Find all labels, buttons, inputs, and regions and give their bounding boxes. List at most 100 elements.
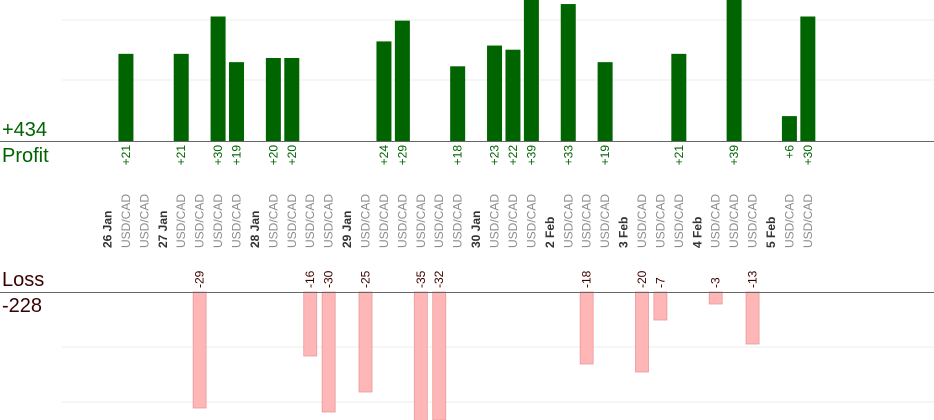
profit-value-label: +21 <box>174 145 188 166</box>
profit-value-label: +33 <box>561 145 575 166</box>
loss-bar <box>303 291 318 357</box>
pair-tick-label: USD/CAD <box>580 194 594 248</box>
pair-tick-label: USD/CAD <box>598 194 612 248</box>
profit-bar <box>597 62 613 141</box>
loss-label: Loss <box>2 269 45 291</box>
pair-tick-label: USD/CAD <box>137 194 151 248</box>
profit-value-label: +30 <box>211 145 225 166</box>
profit-value-label: +21 <box>672 145 686 166</box>
date-tick-label: 29 Jan <box>340 211 354 248</box>
pair-tick-label: USD/CAD <box>322 194 336 248</box>
profit-bar <box>394 20 410 141</box>
profit-bar <box>229 62 245 141</box>
profit-value-label: +19 <box>230 145 244 166</box>
pair-tick-label: USD/CAD <box>211 194 225 248</box>
loss-value-label: -30 <box>322 270 336 288</box>
pair-tick-label: USD/CAD <box>672 194 686 248</box>
loss-bar <box>413 291 428 420</box>
profit-bar <box>450 66 466 141</box>
pair-tick-label: USD/CAD <box>709 194 723 248</box>
loss-value-label: -25 <box>359 270 373 288</box>
loss-value-label: -3 <box>709 277 723 288</box>
pair-tick-label: USD/CAD <box>266 194 280 248</box>
profit-value-label: +39 <box>727 145 741 166</box>
profit-bar <box>671 53 687 141</box>
date-tick-label: 27 Jan <box>156 211 170 248</box>
loss-bar <box>653 291 668 321</box>
loss-value-label: -18 <box>580 270 594 288</box>
pair-tick-label: USD/CAD <box>801 194 815 248</box>
loss-value-label: -29 <box>193 270 207 288</box>
loss-value-label: -16 <box>303 270 317 288</box>
pair-tick-label: USD/CAD <box>414 194 428 248</box>
profit-value-label: +6 <box>782 145 796 159</box>
loss-bar <box>579 291 594 365</box>
profit-bar <box>265 58 281 141</box>
pair-tick-label: USD/CAD <box>119 194 133 248</box>
profit-bar <box>118 53 134 141</box>
loss-total: -228 <box>2 295 43 317</box>
pair-tick-label: USD/CAD <box>285 194 299 248</box>
pair-tick-label: USD/CAD <box>782 194 796 248</box>
profit-value-label: +19 <box>598 145 612 166</box>
date-tick-label: 2 Feb <box>543 217 557 248</box>
profit-value-label: +22 <box>506 145 520 166</box>
loss-bar <box>635 291 649 373</box>
profit-value-label: +30 <box>801 145 815 166</box>
profit-total: +434 <box>2 119 48 141</box>
profit-bar <box>523 0 539 142</box>
profit-value-label: +18 <box>451 145 465 166</box>
pair-tick-label: USD/CAD <box>488 194 502 248</box>
loss-bar <box>432 291 447 420</box>
profit-bar <box>800 16 816 141</box>
pair-tick-label: USD/CAD <box>653 194 667 248</box>
profit-bar <box>505 49 521 142</box>
loss-value-label: -35 <box>414 270 428 288</box>
pair-tick-label: USD/CAD <box>395 194 409 248</box>
loss-value-label: -20 <box>635 270 649 288</box>
loss-bar <box>745 291 760 345</box>
date-tick-label: 3 Feb <box>617 217 631 248</box>
pair-tick-label: USD/CAD <box>727 194 741 248</box>
profit-bar <box>487 45 503 141</box>
profit-value-label: +29 <box>395 145 409 166</box>
profit-value-label: +23 <box>488 145 502 166</box>
pair-tick-label: USD/CAD <box>524 194 538 248</box>
loss-bar <box>708 291 723 305</box>
profit-value-label: +20 <box>266 145 280 166</box>
loss-bar <box>321 291 336 413</box>
loss-value-label: -7 <box>653 277 667 288</box>
loss-bar <box>192 291 207 409</box>
profit-bar <box>210 16 226 141</box>
pair-tick-label: USD/CAD <box>506 194 520 248</box>
profit-value-label: +20 <box>285 145 299 166</box>
pair-tick-label: USD/CAD <box>432 194 446 248</box>
profit-value-label: +21 <box>119 145 133 166</box>
date-tick-label: 30 Jan <box>469 211 483 248</box>
profit-bar <box>560 4 576 141</box>
profit-bar <box>376 41 392 141</box>
pair-tick-label: USD/CAD <box>174 194 188 248</box>
pair-tick-label: USD/CAD <box>377 194 391 248</box>
profit-bar <box>284 58 300 141</box>
profit-bar <box>726 0 742 142</box>
pair-tick-label: USD/CAD <box>746 194 760 248</box>
pair-tick-label: USD/CAD <box>193 194 207 248</box>
profit-label: Profit <box>2 145 49 167</box>
pair-tick-label: USD/CAD <box>451 194 465 248</box>
pair-tick-label: USD/CAD <box>230 194 244 248</box>
loss-value-label: -13 <box>746 270 760 288</box>
profit-bar <box>173 53 189 141</box>
profit-bar <box>781 116 797 141</box>
date-tick-label: 4 Feb <box>690 217 704 248</box>
date-tick-label: 26 Jan <box>101 211 115 248</box>
pair-tick-label: USD/CAD <box>303 194 317 248</box>
loss-bar <box>358 291 373 393</box>
date-tick-label: 5 Feb <box>764 217 778 248</box>
pair-tick-label: USD/CAD <box>359 194 373 248</box>
profit-value-label: +39 <box>524 145 538 166</box>
date-tick-label: 28 Jan <box>248 211 262 248</box>
pair-tick-label: USD/CAD <box>635 194 649 248</box>
profit-value-label: +24 <box>377 145 391 166</box>
